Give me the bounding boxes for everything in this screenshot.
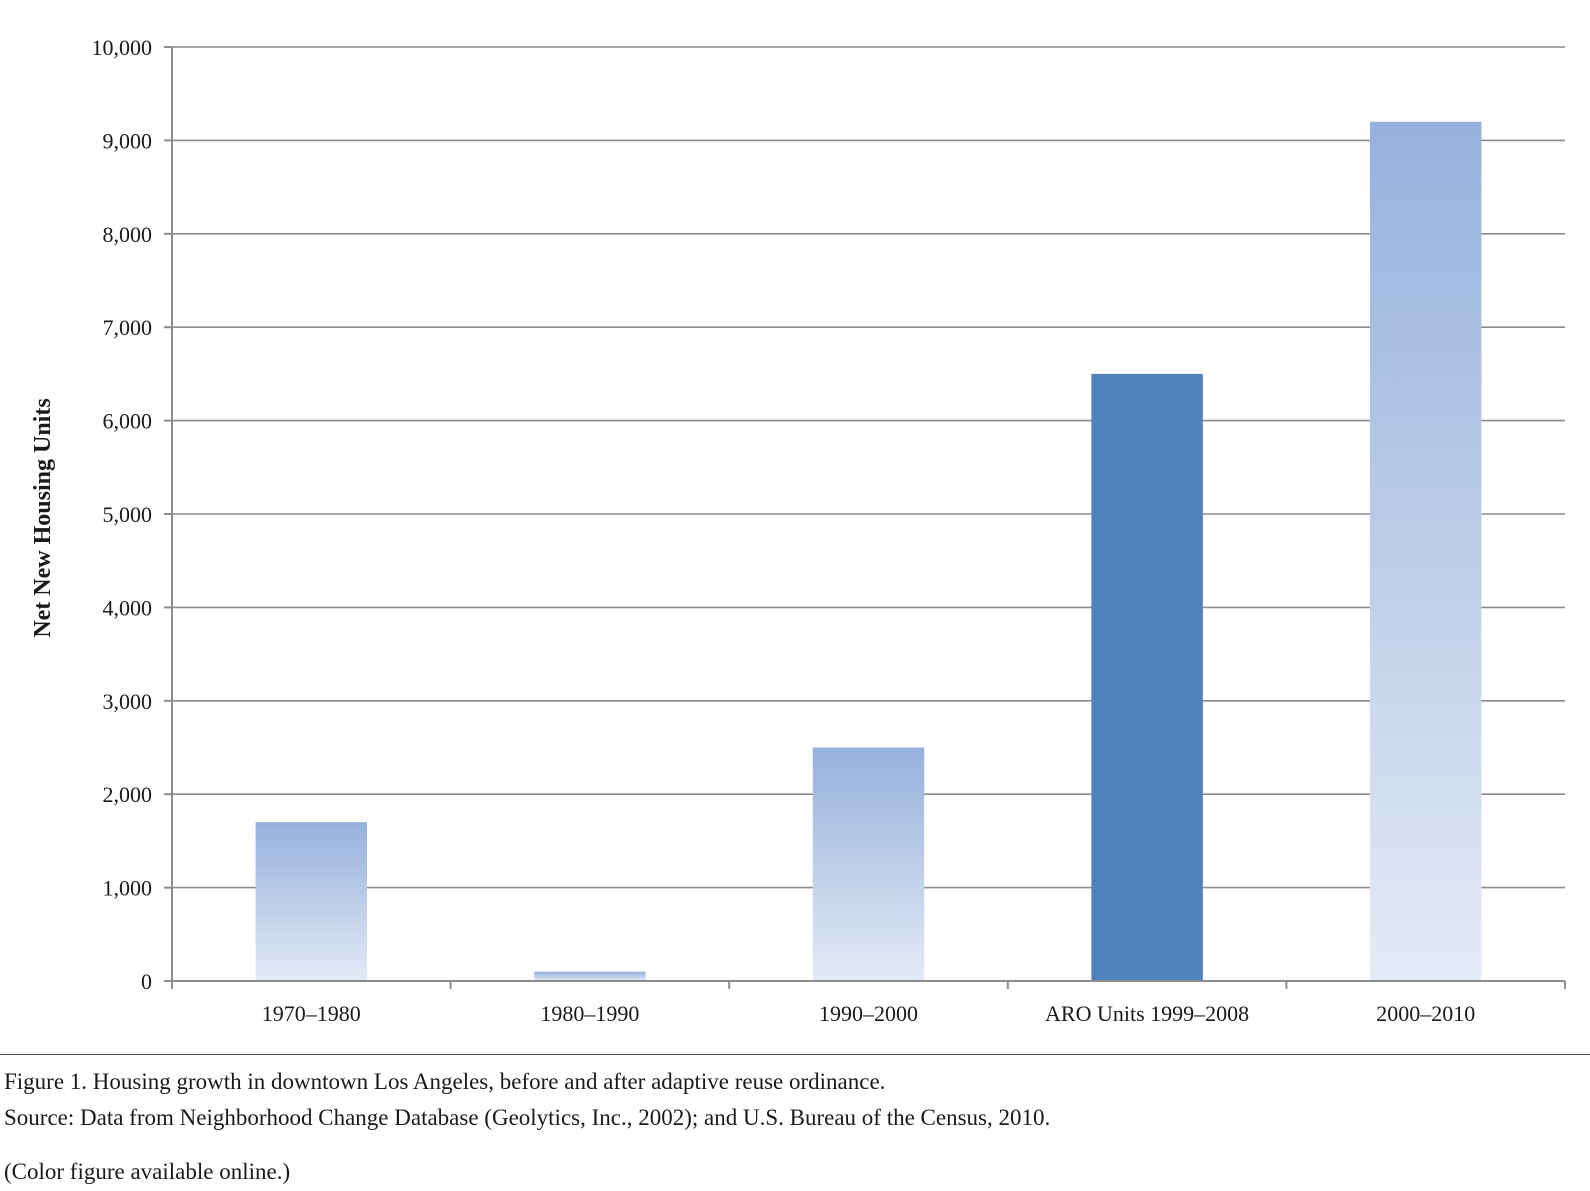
bar <box>255 822 368 981</box>
y-tick-label: 6,000 <box>103 409 153 434</box>
x-tick-label: ARO Units 1999–2008 <box>1045 1001 1249 1026</box>
x-tick-label: 1970–1980 <box>262 1001 361 1026</box>
y-tick-label: 7,000 <box>103 315 153 340</box>
figure-source: Source: Data from Neighborhood Change Da… <box>4 1105 1051 1130</box>
y-axis-label: Net New Housing Units <box>30 398 56 637</box>
bar <box>534 971 646 981</box>
y-tick-label: 0 <box>141 969 152 994</box>
y-tick-label: 8,000 <box>103 222 153 247</box>
figure-caption: Figure 1. Housing growth in downtown Los… <box>4 1069 886 1094</box>
bars <box>255 121 1482 982</box>
y-tick-label: 3,000 <box>103 689 153 714</box>
y-tick-label: 4,000 <box>103 595 153 620</box>
x-tick-label: 1980–1990 <box>540 1001 639 1026</box>
tick-labels: 0 1,000 2,000 3,000 4,000 5,000 6,000 7,000 8,00… <box>92 35 1476 1026</box>
x-tick-label: 1990–2000 <box>819 1001 918 1026</box>
bar-chart: 0 1,000 2,000 3,000 4,000 5,000 6,000 7,000 8,00… <box>30 35 1566 1026</box>
y-tick-label: 9,000 <box>103 128 153 153</box>
caption-divider <box>0 1054 1590 1055</box>
y-tick-label: 5,000 <box>103 502 153 527</box>
bar <box>1091 373 1203 981</box>
y-tick-label: 10,000 <box>92 35 153 60</box>
bar <box>812 747 925 981</box>
color-note: (Color figure available online.) <box>4 1159 291 1184</box>
axes <box>164 46 1566 989</box>
x-tick-label: 2000–2010 <box>1376 1001 1475 1026</box>
y-tick-label: 1,000 <box>103 876 153 901</box>
y-tick-label: 2,000 <box>103 782 153 807</box>
bar <box>1369 121 1482 982</box>
gridlines <box>172 46 1565 889</box>
